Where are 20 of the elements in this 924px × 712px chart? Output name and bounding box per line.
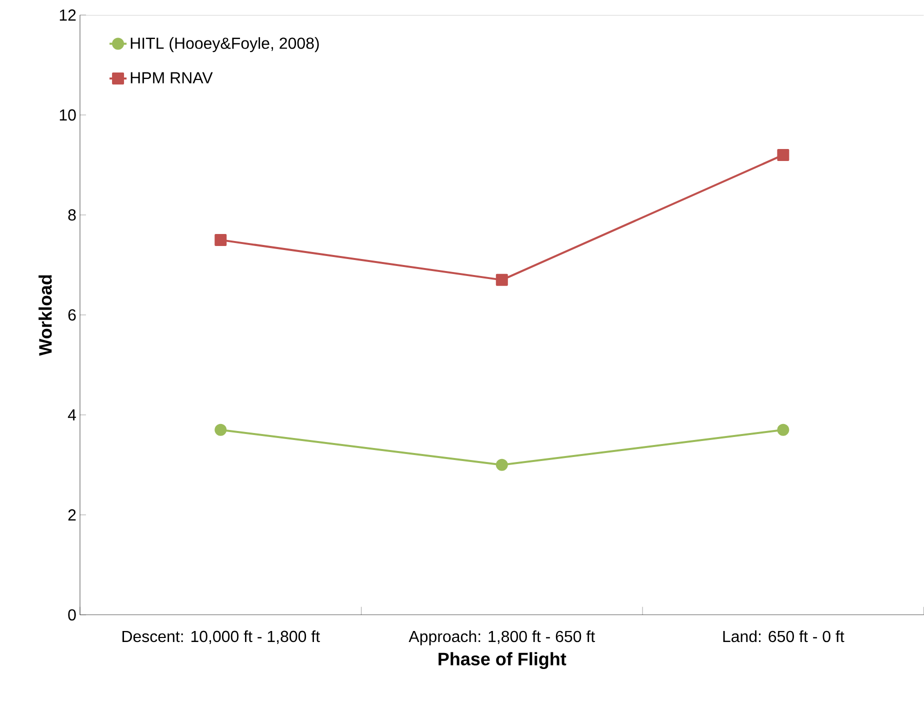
y-tick-label: 6 <box>68 309 76 321</box>
legend-label: HITL (Hooey&Foyle, 2008) <box>130 37 319 52</box>
x-tick-label: Descent: 10,000 ft - 1,800 ft <box>122 630 320 644</box>
y-tick-label: 8 <box>68 209 76 221</box>
y-axis-title: Workload <box>38 275 52 356</box>
point <box>496 458 508 471</box>
y-tick-label: 10 <box>60 109 76 121</box>
legend-label: HPM RNAV <box>130 72 213 84</box>
y-tick-label: 4 <box>68 409 76 420</box>
x-tick-label: Land: 650 ft - 0 ft <box>723 630 844 642</box>
x-tick-label: Approach: 1,800 ft - 650 ft <box>408 630 595 646</box>
y-tick-label: 0 <box>68 609 76 621</box>
y-tick-label: 2 <box>68 509 76 521</box>
point <box>496 274 508 286</box>
x-axis-title: Phase of Flight <box>438 652 566 670</box>
point <box>214 424 227 436</box>
y-tick-label: 12 <box>60 9 76 21</box>
point <box>777 424 790 436</box>
point <box>214 234 227 246</box>
point <box>777 149 790 162</box>
